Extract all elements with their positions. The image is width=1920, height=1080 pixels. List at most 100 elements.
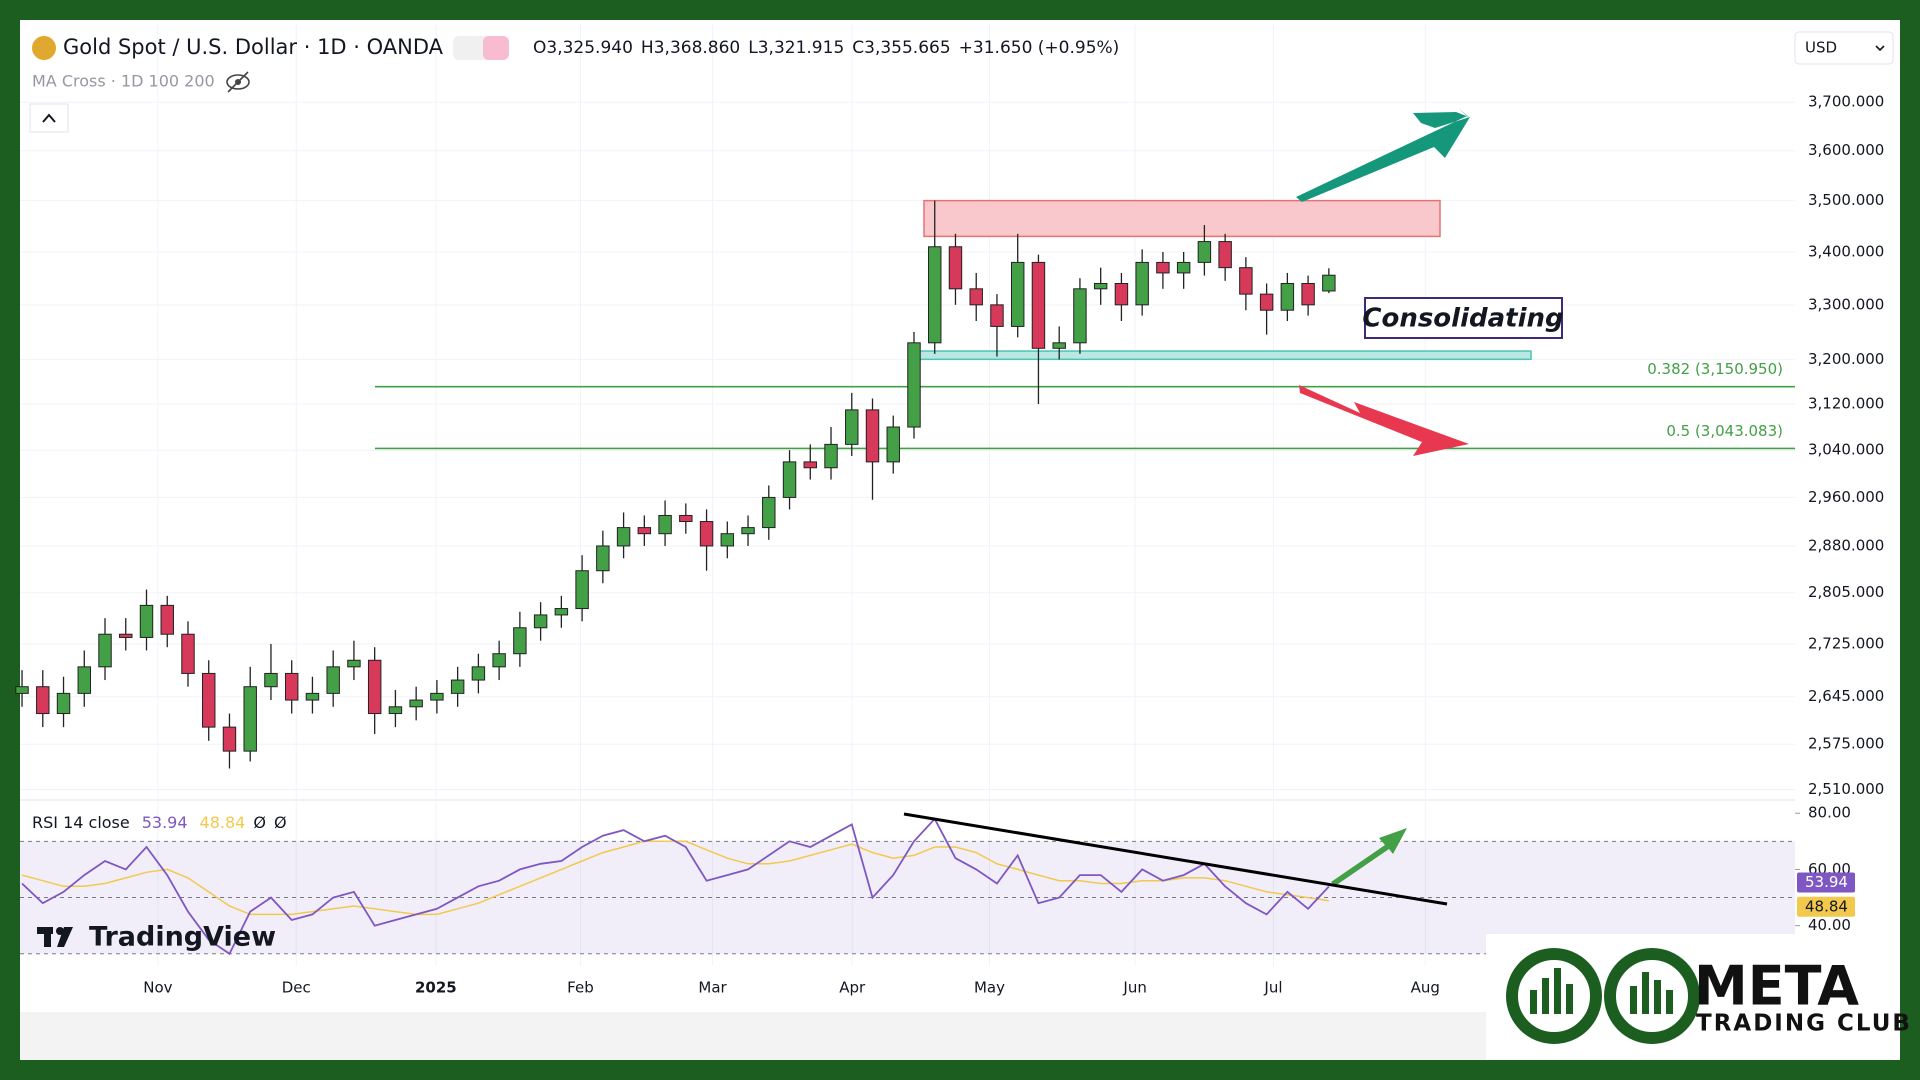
candle-body: [222, 726, 237, 752]
y-tick-label: 3,500.000: [1808, 191, 1884, 209]
price-zone: [911, 350, 1532, 361]
candle-body: [160, 604, 174, 635]
candle-body: [492, 653, 506, 668]
candle-body: [596, 545, 610, 572]
candle-body: [990, 304, 1004, 327]
consolidating-box: [1364, 297, 1563, 339]
x-tick-label: Aug: [1411, 979, 1440, 997]
candle-body: [77, 666, 91, 694]
candle-body: [1280, 282, 1295, 311]
candle-body: [1218, 241, 1232, 269]
indicator-label: MA Cross · 1D 100 200: [32, 72, 215, 91]
logo-subtitle: TRADING CLUB: [1696, 1011, 1912, 1037]
candle-body: [533, 614, 548, 629]
ohlc-value: 3,325.940: [546, 38, 633, 58]
ohlc-key: H: [641, 38, 654, 58]
candle-body: [1010, 261, 1025, 327]
candle-body: [741, 527, 755, 535]
y-tick-label: 2,960.000: [1808, 488, 1884, 506]
candle-body: [1135, 261, 1149, 306]
ohlc-value: 3,368.860: [654, 38, 741, 58]
candle-body: [616, 527, 631, 547]
candle-body: [98, 633, 112, 668]
price-tag-label: 53.94: [1805, 873, 1848, 891]
up-arrow: [1296, 108, 1470, 202]
x-tick-label: Jun: [1122, 979, 1146, 997]
rsi-title: RSI 14 close: [32, 813, 130, 832]
y-tick-label: 2,510.000: [1808, 780, 1884, 798]
ohlc-key: L: [748, 38, 758, 58]
candle-body: [36, 686, 50, 715]
rsi-line: [21, 817, 1330, 956]
symbol-icon: [32, 36, 56, 60]
logo-title: META: [1694, 955, 1859, 1018]
candle-body: [928, 246, 942, 344]
rsi-trendline: [903, 812, 1448, 906]
candle-body: [367, 659, 382, 715]
currency-label: USD: [1805, 39, 1837, 57]
candle-body: [139, 604, 154, 638]
candle-body: [575, 570, 589, 610]
candle-body: [803, 461, 817, 469]
candle-body: [181, 633, 195, 674]
collapse-button[interactable]: [29, 103, 69, 133]
candle-body: [865, 409, 880, 463]
candle-body: [1322, 274, 1336, 292]
candle-body: [699, 521, 714, 547]
candle-body: [720, 533, 735, 547]
candle-body: [243, 686, 257, 752]
ohlc-readout: O3,325.940 H3,368.860 L3,321.915 C3,355.665…: [533, 38, 1119, 58]
currency-select[interactable]: [1794, 31, 1894, 65]
rsi-value: 53.94: [142, 813, 188, 832]
candle-body: [782, 461, 797, 498]
ohlc-key: C: [852, 38, 864, 58]
candle-body: [969, 288, 983, 306]
candle-body: [1197, 241, 1212, 263]
hidden-icon[interactable]: [226, 71, 250, 93]
candle-body: [450, 679, 465, 694]
candle-body: [658, 514, 672, 535]
candle-body: [430, 692, 444, 701]
overlay: Gold Spot / U.S. Dollar · 1D · OANDA O3,…: [29, 31, 1912, 1060]
x-tick-label: Dec: [282, 979, 311, 997]
candle-body: [907, 342, 921, 428]
candle-body: [886, 426, 900, 463]
status-badge-alert: [483, 36, 509, 60]
candle-body: [1301, 282, 1315, 306]
candle-body: [679, 514, 693, 523]
y-tick-label: 80.00: [1808, 804, 1851, 822]
currency-caret: [1875, 45, 1885, 52]
x-tick-label: Feb: [567, 979, 594, 997]
chart-area: [20, 20, 1900, 1060]
x-tick-label: 2025: [415, 979, 457, 997]
candle-body: [1073, 288, 1087, 344]
candle-body: [513, 627, 527, 655]
y-tick-label: 3,600.000: [1808, 141, 1884, 159]
fib-label: 0.382 (3,150.950): [1647, 360, 1783, 378]
candle-body: [1114, 282, 1129, 306]
y-tick-label: 3,700.000: [1808, 93, 1884, 111]
x-tick-label: May: [974, 979, 1005, 997]
candle-body: [471, 666, 486, 681]
candle-body: [1176, 261, 1191, 274]
down-arrow: [1299, 385, 1469, 456]
candle-body: [284, 672, 299, 701]
rsi-na: Ø: [274, 813, 287, 832]
price-tag-label: 48.84: [1805, 897, 1848, 915]
ohlc-value: 3,321.915: [758, 38, 845, 58]
y-tick-label: 40.00: [1808, 916, 1851, 934]
candle-body: [824, 443, 838, 469]
candle-body: [1031, 261, 1046, 349]
y-tick-label: 2,880.000: [1808, 536, 1884, 554]
ohlc-value: 3,355.665: [864, 38, 951, 58]
tradingview-logo: TradingView: [37, 922, 276, 953]
price-zone: [923, 199, 1441, 238]
y-tick-label: 2,645.000: [1808, 687, 1884, 705]
candle-body: [762, 496, 776, 529]
fib-label: 0.5 (3,043.083): [1666, 422, 1783, 440]
candle-body: [554, 608, 569, 616]
candle-body: [409, 699, 423, 708]
rsi-value: 48.84: [200, 813, 246, 832]
y-tick-label: 3,040.000: [1808, 441, 1884, 459]
candle-body: [264, 672, 278, 688]
